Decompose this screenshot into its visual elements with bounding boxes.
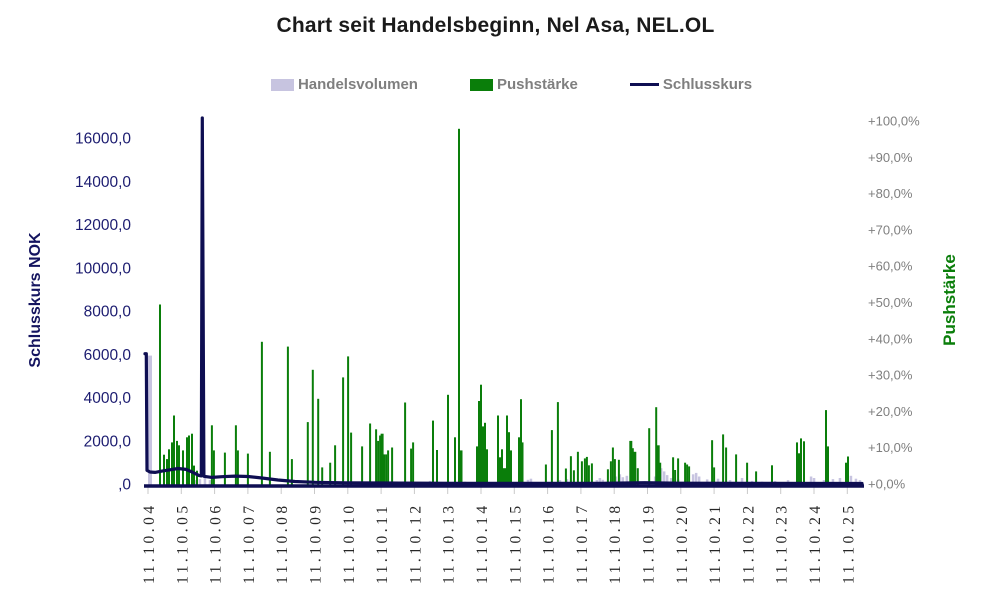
svg-text:11.10.04: 11.10.04 <box>141 502 158 584</box>
svg-text:11.10.19: 11.10.19 <box>641 502 658 584</box>
svg-text:+20,0%: +20,0% <box>868 404 913 419</box>
legend-label-handelsvolumen: Handelsvolumen <box>297 76 418 93</box>
svg-text:11.10.18: 11.10.18 <box>607 502 624 584</box>
svg-text:10000,0: 10000,0 <box>75 260 131 277</box>
svg-text:11.10.10: 11.10.10 <box>341 502 358 584</box>
svg-text:11.10.20: 11.10.20 <box>674 502 691 584</box>
svg-text:11.10.06: 11.10.06 <box>208 502 225 584</box>
svg-text:+50,0%: +50,0% <box>868 295 913 310</box>
legend-label-schlusskurs: Schlusskurs <box>662 76 753 93</box>
legend-label-pushstaerke: Pushstärke <box>496 76 578 93</box>
svg-text:+80,0%: +80,0% <box>868 186 913 201</box>
svg-text:11.10.17: 11.10.17 <box>574 502 591 584</box>
svg-text:11.10.25: 11.10.25 <box>840 502 857 584</box>
volume-swatch-icon <box>270 78 294 91</box>
svg-text:11.10.12: 11.10.12 <box>407 502 424 584</box>
svg-text:2000,0: 2000,0 <box>84 433 132 450</box>
svg-text:+90,0%: +90,0% <box>868 150 913 165</box>
legend-item-schlusskurs: Schlusskurs <box>629 76 753 93</box>
svg-text:11.10.11: 11.10.11 <box>374 503 391 584</box>
svg-text:8000,0: 8000,0 <box>84 304 132 321</box>
svg-text:+40,0%: +40,0% <box>868 331 913 346</box>
svg-text:11.10.22: 11.10.22 <box>740 502 757 584</box>
svg-text:11.10.08: 11.10.08 <box>274 502 291 584</box>
legend-item-handelsvolumen: Handelsvolumen <box>270 76 418 93</box>
series-handelsvolumen <box>148 355 862 486</box>
svg-text:11.10.16: 11.10.16 <box>541 502 558 584</box>
svg-text:+10,0%: +10,0% <box>868 440 913 455</box>
svg-text:11.10.24: 11.10.24 <box>807 502 824 584</box>
push-swatch-icon <box>469 78 493 91</box>
svg-text:,0: ,0 <box>118 477 131 494</box>
x-axis-labels: 11.10.04 11.10.05 11.10.06 11.10.07 11.10.08… <box>141 486 857 584</box>
svg-text:Schlusskurs NOK: Schlusskurs NOK <box>27 232 44 368</box>
svg-text:11.10.13: 11.10.13 <box>441 502 458 584</box>
price-swatch-icon <box>629 83 659 86</box>
series-pushstaerke <box>159 128 849 486</box>
svg-text:+70,0%: +70,0% <box>868 222 913 237</box>
svg-text:4000,0: 4000,0 <box>84 390 132 407</box>
svg-text:16000,0: 16000,0 <box>75 131 131 148</box>
svg-text:11.10.05: 11.10.05 <box>174 502 191 584</box>
svg-text:+100,0%: +100,0% <box>868 114 920 129</box>
svg-text:+30,0%: +30,0% <box>868 368 913 383</box>
svg-text:11.10.21: 11.10.21 <box>707 502 724 584</box>
page-title: Chart seit Handelsbeginn, Nel Asa, NEL.O… <box>276 14 715 37</box>
svg-text:Pushstärke: Pushstärke <box>940 254 959 346</box>
svg-text:11.10.23: 11.10.23 <box>774 502 791 584</box>
svg-text:11.10.07: 11.10.07 <box>241 502 258 584</box>
series-schlusskurs <box>143 116 864 486</box>
svg-text:11.10.14: 11.10.14 <box>474 502 491 584</box>
svg-text:6000,0: 6000,0 <box>84 347 132 364</box>
svg-text:12000,0: 12000,0 <box>75 217 131 234</box>
svg-text:11.10.15: 11.10.15 <box>507 502 524 584</box>
axis-titles: Schlusskurs NOK Pushstärke <box>27 232 959 368</box>
legend-item-pushstaerke: Pushstärke <box>469 76 578 93</box>
svg-text:+0,0%: +0,0% <box>868 477 906 492</box>
legend: Handelsvolumen Pushstärke Schlusskurs <box>16 76 991 93</box>
svg-text:+60,0%: +60,0% <box>868 259 913 274</box>
svg-text:14000,0: 14000,0 <box>75 174 131 191</box>
left-axis-labels: 16000,0 14000,0 12000,0 10000,0 8000,0 6000,0… <box>75 131 131 494</box>
svg-text:11.10.09: 11.10.09 <box>308 502 325 584</box>
right-axis-labels: +100,0% +90,0% +80,0% +70,0% +60,0% +50,0% +40… <box>868 114 920 492</box>
